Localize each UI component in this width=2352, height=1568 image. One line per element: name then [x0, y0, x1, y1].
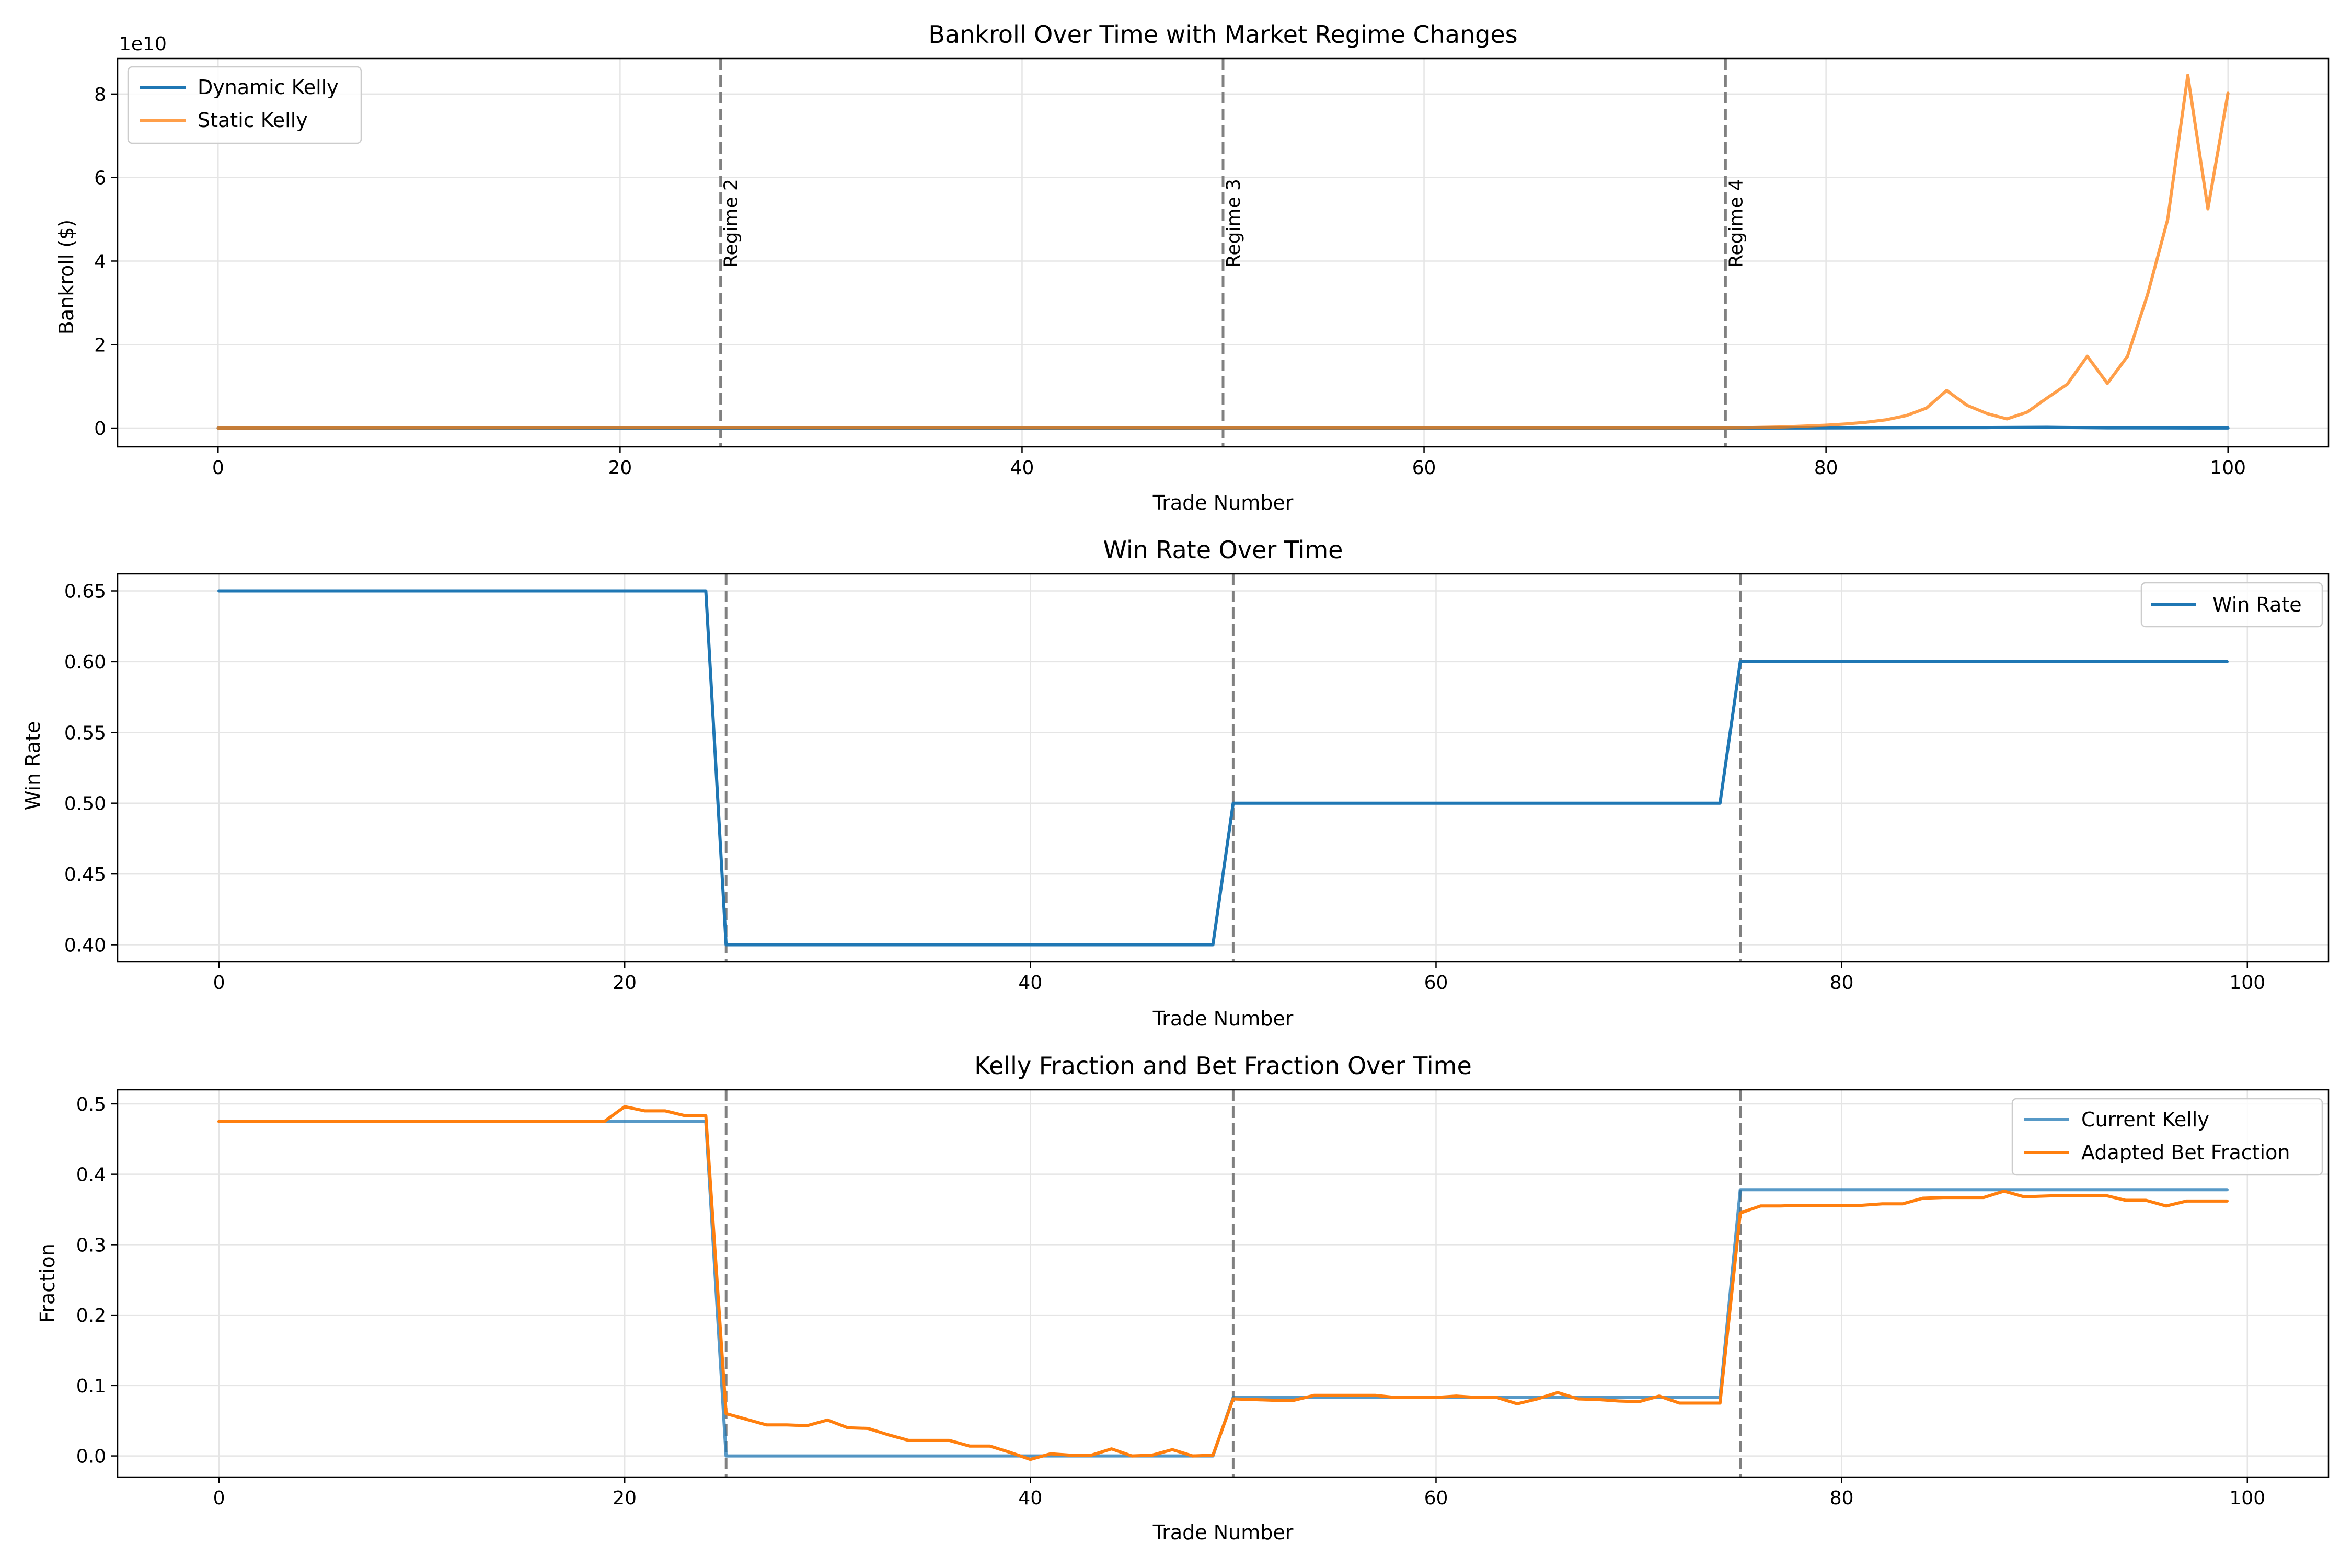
x-tick-label: 0 — [212, 457, 224, 479]
x-ticks: 0 20 40 60 80 100 — [212, 447, 2246, 479]
y-tick-label: 0.45 — [64, 864, 106, 885]
y-tick-label: 0.5 — [76, 1094, 106, 1115]
y-offset-label: 1e10 — [119, 33, 167, 55]
x-tick-label: 60 — [1412, 457, 1436, 479]
y-ticks: 0 2 4 6 8 — [94, 84, 118, 440]
x-tick-label: 20 — [613, 972, 637, 994]
y-tick-label: 0.3 — [76, 1235, 106, 1256]
y-tick-label: 0.0 — [76, 1446, 106, 1468]
legend: Win Rate — [2140, 582, 2323, 628]
series-group — [217, 1105, 2229, 1461]
y-tick-label: 0.50 — [64, 793, 106, 815]
legend-box — [2011, 1098, 2323, 1176]
x-tick-label: 20 — [613, 1488, 637, 1509]
legend: Current Kelly Adapted Bet Fraction — [2011, 1098, 2323, 1176]
y-tick-label: 4 — [94, 251, 106, 272]
regime-lines: Regime 2 Regime 3 Regime 4 — [719, 59, 1747, 447]
x-tick-label: 100 — [2210, 457, 2246, 479]
x-axis-label: Trade Number — [1152, 1007, 1294, 1030]
y-tick-label: 0.2 — [76, 1305, 106, 1327]
series-group — [216, 74, 2230, 430]
x-axis-label: Trade Number — [1152, 491, 1294, 514]
x-tick-label: 60 — [1424, 1488, 1448, 1509]
y-tick-label: 0.4 — [76, 1165, 106, 1186]
y-tick-label: 0.55 — [64, 722, 106, 744]
y-axis-label: Win Rate — [21, 721, 44, 811]
panel-win-rate: Win Rate Over Time 0 20 40 60 80 100 0.40 0.45… — [21, 536, 2330, 1030]
legend-box — [2140, 582, 2323, 628]
legend: Dynamic Kelly Static Kelly — [127, 66, 362, 144]
y-tick-label: 0.40 — [64, 935, 106, 956]
y-tick-label: 0.1 — [76, 1376, 106, 1397]
x-tick-label: 60 — [1424, 972, 1448, 994]
series-line-static-kelly — [216, 74, 2230, 430]
series-line-win-rate — [217, 589, 2229, 947]
regime-lines — [724, 574, 1742, 962]
legend-label-dynamic-kelly: Dynamic Kelly — [198, 76, 339, 99]
series-line-adapted-bet-fraction — [217, 1105, 2229, 1461]
series-group — [217, 589, 2229, 947]
y-axis-label: Fraction — [36, 1243, 59, 1323]
y-tick-label: 0.60 — [64, 652, 106, 673]
legend-label-adapted-bet-fraction: Adapted Bet Fraction — [2081, 1141, 2290, 1164]
y-tick-label: 0 — [94, 418, 106, 440]
x-tick-label: 80 — [1830, 972, 1854, 994]
regime-label: Regime 3 — [1223, 179, 1244, 268]
regime-label: Regime 2 — [721, 179, 742, 268]
x-tick-label: 0 — [213, 972, 225, 994]
y-ticks: 0.0 0.1 0.2 0.3 0.4 0.5 — [76, 1094, 118, 1468]
panel-kelly-fraction: Kelly Fraction and Bet Fraction Over Tim… — [36, 1052, 2330, 1544]
legend-label-static-kelly: Static Kelly — [198, 109, 308, 132]
x-tick-label: 0 — [213, 1488, 225, 1509]
x-tick-label: 100 — [2229, 1488, 2265, 1509]
y-tick-label: 8 — [94, 84, 106, 106]
x-ticks: 0 20 40 60 80 100 — [213, 962, 2265, 994]
y-tick-label: 6 — [94, 168, 106, 189]
x-tick-label: 40 — [1018, 1488, 1042, 1509]
plot-frame — [117, 1089, 2330, 1478]
plot-frame — [117, 57, 2330, 448]
legend-label-current-kelly: Current Kelly — [2081, 1108, 2209, 1131]
x-tick-label: 80 — [1814, 457, 1838, 479]
x-tick-label: 20 — [608, 457, 632, 479]
regime-label: Regime 4 — [1725, 179, 1747, 268]
legend-label-win-rate: Win Rate — [2212, 593, 2302, 616]
y-ticks: 0.40 0.45 0.50 0.55 0.60 0.65 — [64, 581, 118, 956]
x-tick-label: 100 — [2229, 972, 2265, 994]
panel-bankroll: Bankroll Over Time with Market Regime Ch… — [55, 20, 2330, 514]
x-ticks: 0 20 40 60 80 100 — [213, 1477, 2265, 1509]
x-tick-label: 80 — [1830, 1488, 1854, 1509]
x-axis-label: Trade Number — [1152, 1521, 1294, 1544]
grid — [118, 1090, 2328, 1477]
x-tick-label: 40 — [1018, 972, 1042, 994]
y-axis-label: Bankroll ($) — [55, 220, 78, 335]
legend-box — [127, 66, 362, 144]
plot-frame — [117, 573, 2330, 963]
x-tick-label: 40 — [1010, 457, 1034, 479]
chart-title: Kelly Fraction and Bet Fraction Over Tim… — [974, 1052, 1472, 1080]
y-tick-label: 2 — [94, 335, 106, 356]
y-tick-label: 0.65 — [64, 581, 106, 602]
chart-title: Bankroll Over Time with Market Regime Ch… — [928, 20, 1517, 49]
chart-title: Win Rate Over Time — [1103, 536, 1343, 564]
